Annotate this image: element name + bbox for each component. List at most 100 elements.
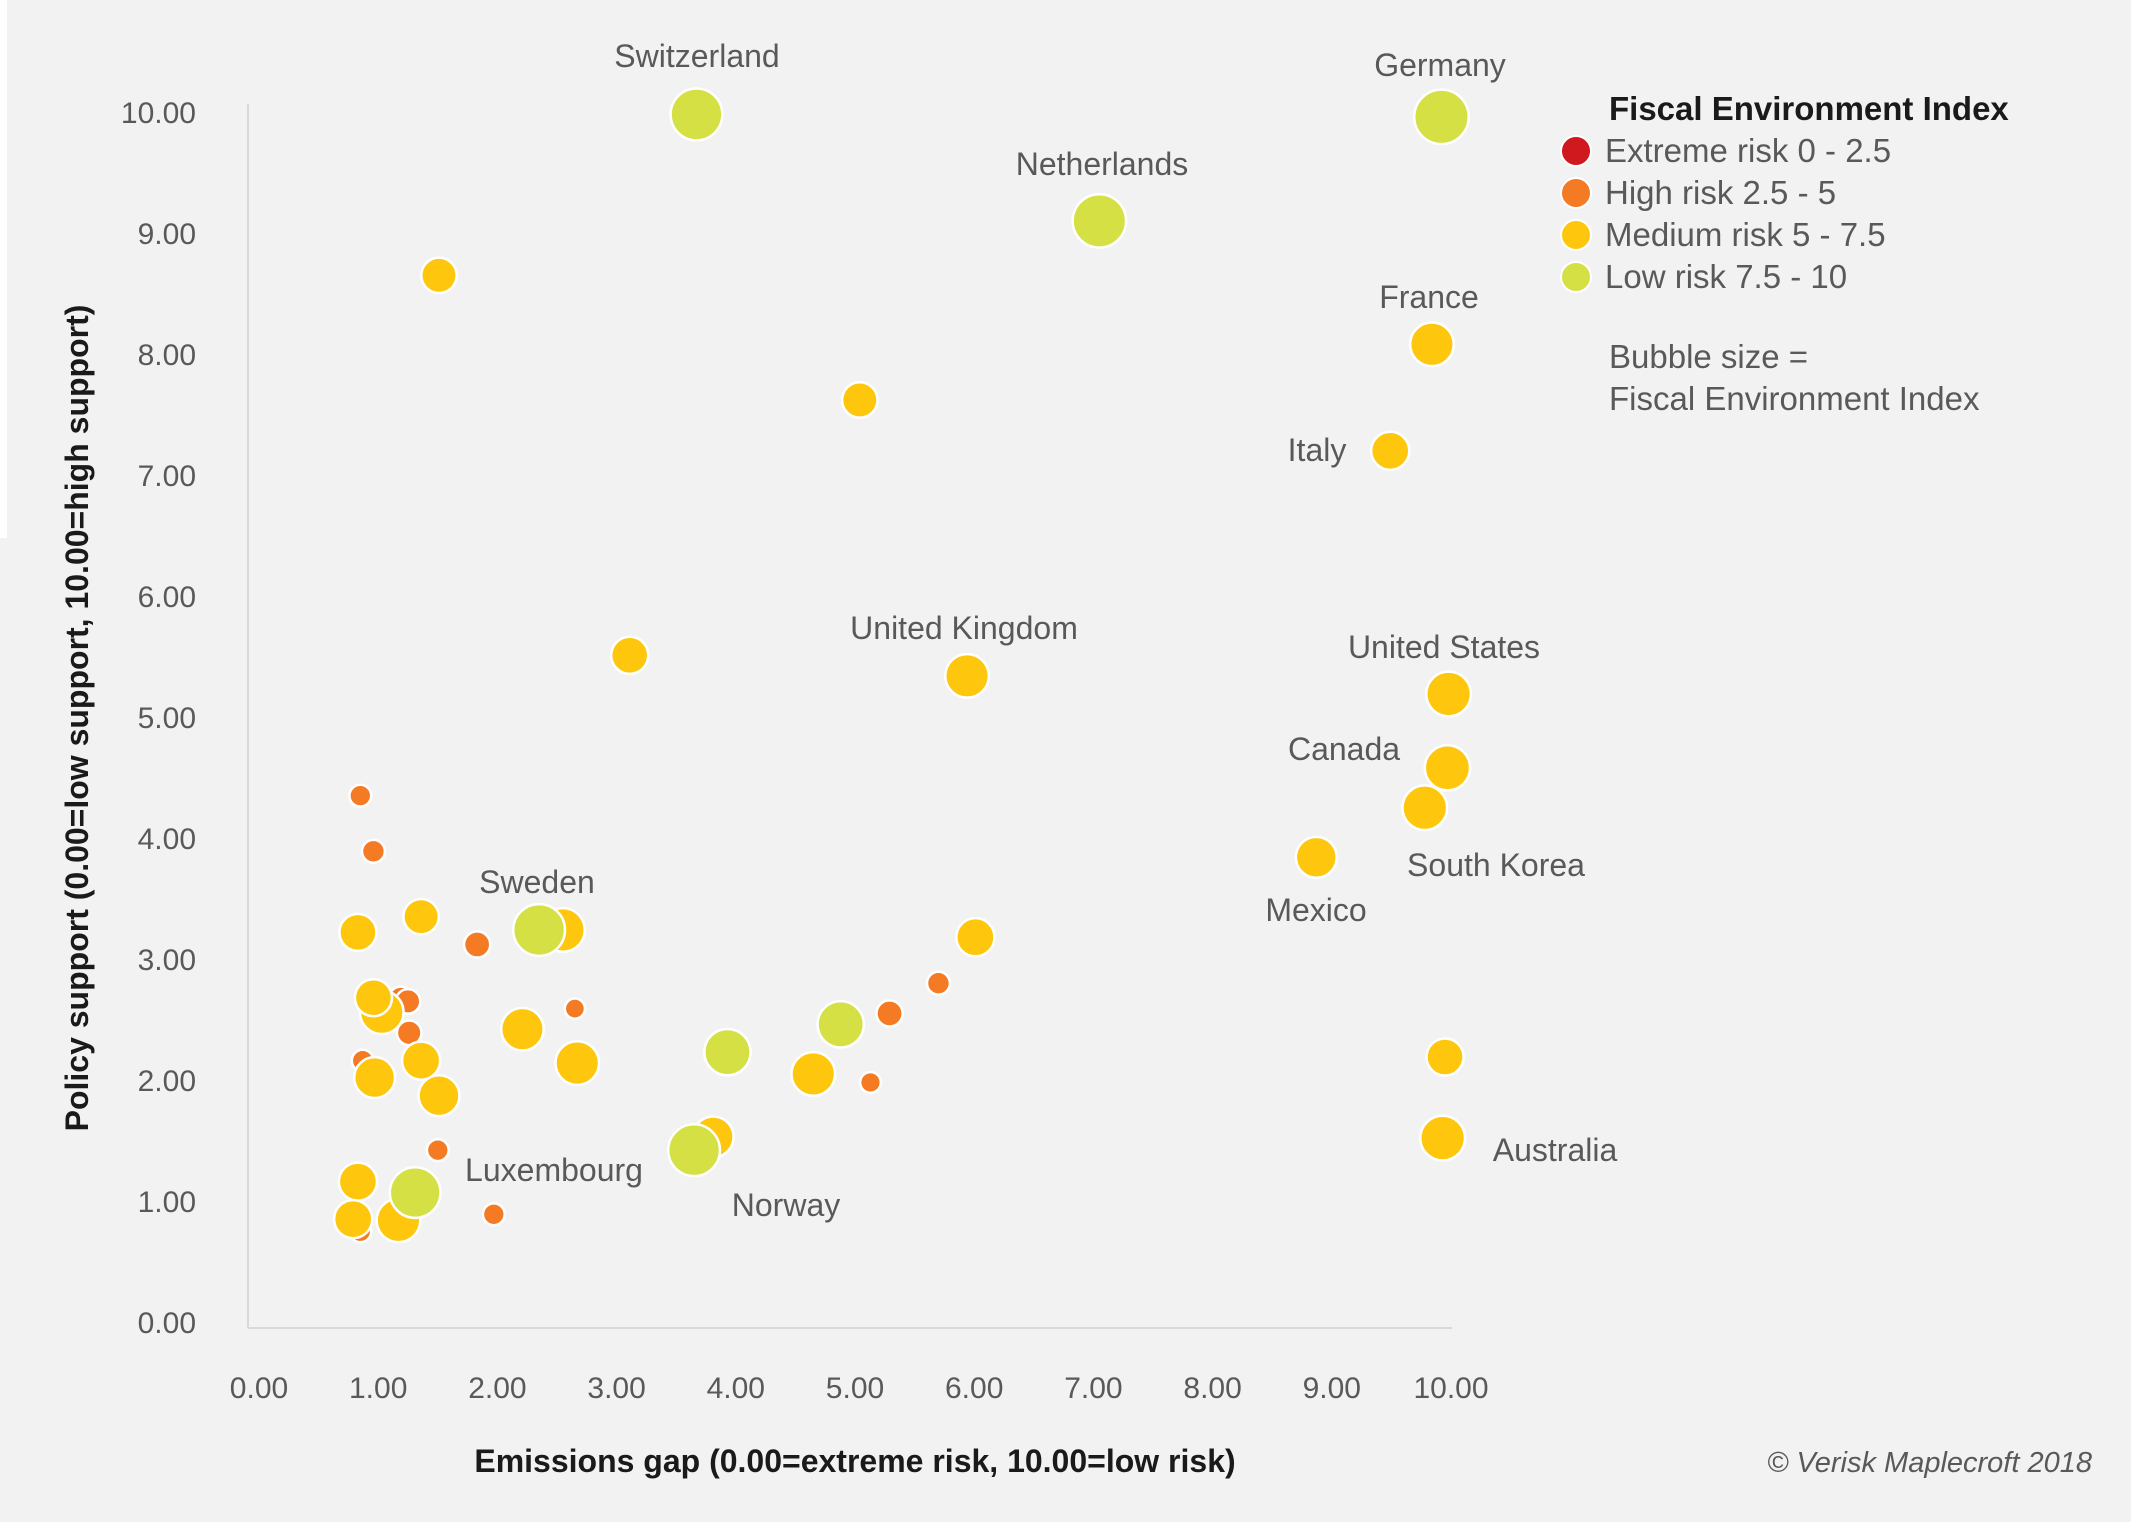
axes: 0.00 1.00 2.00 3.00 4.00 5.00 6.00 7.00 8.00 9.00… [121,97,1489,1405]
legend-item-medium: Medium risk 5 - 7.5 [1560,214,2009,256]
x-axis-title: Emissions gap (0.00=extreme risk, 10.00=… [474,1443,1235,1479]
bubble [400,1040,442,1081]
left-white-strip [0,0,7,538]
legend-note-line2: Fiscal Environment Index [1609,380,1980,417]
bubble-united-states [1425,670,1473,718]
legend-label: Extreme risk 0 - 2.5 [1605,132,1892,169]
label-mexico: Mexico [1265,892,1366,928]
bubble-norway [666,1123,722,1178]
x-tick-label: 0.00 [230,1372,288,1405]
bubble [816,999,866,1049]
legend-dot-icon [1560,177,1592,209]
y-tick-label: 4.00 [138,823,196,856]
bubble-luxembourg [388,1165,442,1220]
bubble-united-kingdom [944,652,991,699]
bubble-france [1408,321,1455,368]
legend-label: Low risk 7.5 - 10 [1605,258,1848,295]
bubble [925,970,952,996]
bubble [563,997,587,1020]
bubble [499,1006,545,1052]
country-labels: Luxembourg Sweden Norway Switzerland Germany… [465,38,1617,1223]
legend-dot-icon [1560,219,1592,251]
y-tick-label: 10.00 [121,97,196,130]
x-tick-label: 9.00 [1303,1372,1361,1405]
y-tick-label: 5.00 [138,702,196,735]
label-sweden: Sweden [479,864,595,900]
x-tick-label: 2.00 [468,1372,526,1405]
bubble [425,1138,450,1163]
y-tick-label: 8.00 [138,339,196,372]
bubble [360,838,387,865]
y-tick-label: 6.00 [138,581,196,614]
bubble-canada [1423,743,1472,792]
y-tick-label: 1.00 [138,1186,196,1219]
bubble [703,1027,752,1077]
legend-label: Medium risk 5 - 7.5 [1605,216,1886,253]
bubble [420,256,458,295]
bubble [554,1040,601,1087]
y-tick-label: 7.00 [138,460,196,493]
bubble-switzerland [669,87,724,142]
x-tick-label: 7.00 [1064,1372,1122,1405]
label-italy: Italy [1288,432,1347,468]
bubble [955,916,996,958]
legend-dot-icon [1560,261,1592,293]
bubble-mexico [1294,835,1338,880]
label-australia: Australia [1493,1132,1618,1168]
bubble-south-korea [1401,784,1449,832]
label-norway: Norway [732,1187,840,1223]
bubble [481,1202,506,1227]
bubble [858,1070,883,1095]
legend: Fiscal Environment Index Extreme risk 0 … [1560,88,2009,420]
label-france: France [1379,279,1479,315]
bubble-germany [1412,88,1470,146]
bubble [348,783,373,808]
label-canada: Canada [1288,731,1400,767]
x-tick-label: 5.00 [826,1372,884,1405]
bubble [609,635,650,676]
label-netherlands: Netherlands [1016,146,1189,182]
legend-dot-icon [1560,135,1592,167]
label-south-korea: South Korea [1407,847,1585,883]
legend-label: High risk 2.5 - 5 [1605,174,1837,211]
copyright: © Verisk Maplecroft 2018 [1767,1447,2092,1479]
bubble [337,1161,379,1202]
bubble-sweden [511,902,567,958]
bubble [1425,1037,1465,1077]
y-tick-label: 2.00 [138,1065,196,1098]
label-luxembourg: Luxembourg [465,1152,643,1188]
bubble-netherlands [1071,192,1128,249]
bubble [417,1074,461,1118]
legend-item-extreme: Extreme risk 0 - 2.5 [1560,130,2009,172]
label-germany: Germany [1374,47,1506,83]
x-tick-label: 3.00 [587,1372,645,1405]
legend-item-low: Low risk 7.5 - 10 [1560,256,2009,298]
x-tick-label: 4.00 [707,1372,765,1405]
bubble [338,912,378,953]
bubble [353,977,394,1018]
bubble-australia [1419,1114,1467,1162]
y-axis-title: Policy support (0.00=low support, 10.00=… [59,305,95,1132]
x-tick-label: 10.00 [1413,1372,1488,1405]
x-tick-label: 6.00 [945,1372,1003,1405]
x-tick-label: 1.00 [349,1372,407,1405]
bubble [875,999,904,1028]
bubble [332,1198,374,1240]
legend-title: Fiscal Environment Index [1609,90,2009,127]
y-tick-label: 0.00 [138,1307,196,1340]
y-tick-label: 9.00 [138,218,196,251]
x-tick-label: 8.00 [1183,1372,1241,1405]
bubble [462,930,492,959]
bubble-italy [1369,430,1411,472]
label-united-states: United States [1348,629,1540,665]
bubble [352,1055,397,1100]
bubble [840,381,879,419]
y-tick-label: 3.00 [138,944,196,977]
bubble [402,897,441,936]
label-switzerland: Switzerland [614,38,779,74]
label-united-kingdom: United Kingdom [850,610,1078,646]
legend-note-line1: Bubble size = [1609,338,1809,375]
bubbles [332,87,1473,1244]
bubble [790,1050,837,1097]
